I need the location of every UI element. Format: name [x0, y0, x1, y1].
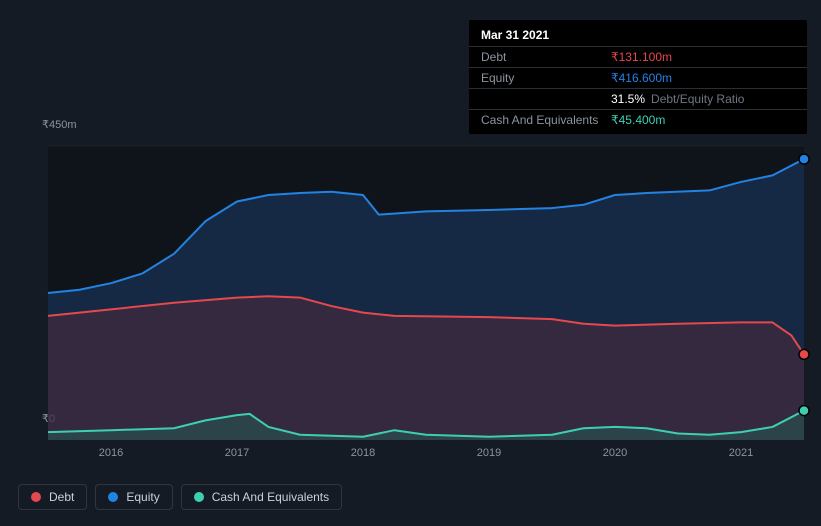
x-axis-label: 2020	[603, 447, 627, 459]
tooltip-row-value: ₹131.100m	[611, 50, 672, 64]
x-axis-label: 2016	[99, 447, 123, 459]
chart-tooltip: Mar 31 2021 Debt₹131.100mEquity₹416.600m…	[469, 20, 807, 134]
tooltip-row-label: Equity	[481, 71, 611, 85]
legend-item[interactable]: Debt	[18, 484, 87, 510]
legend-item[interactable]: Cash And Equivalents	[181, 484, 342, 510]
x-axis-label: 2021	[729, 447, 753, 459]
chart-legend: Debt Equity Cash And Equivalents	[18, 484, 342, 510]
tooltip-row-label: Cash And Equivalents	[481, 113, 611, 127]
y-axis-label: ₹450m	[42, 119, 77, 131]
tooltip-rows: Debt₹131.100mEquity₹416.600m31.5%Debt/Eq…	[469, 46, 807, 130]
tooltip-row: 31.5% Debt/Equity Ratio	[469, 88, 807, 109]
legend-label: Debt	[49, 490, 74, 504]
tooltip-row-value: ₹416.600m	[611, 71, 672, 85]
chart-container: ₹450m₹0201620172018201920202021 Mar 31 2…	[0, 0, 821, 526]
marker-dot	[799, 406, 809, 416]
tooltip-row-label: Debt	[481, 50, 611, 64]
tooltip-row: Equity₹416.600m	[469, 67, 807, 88]
x-axis-label: 2019	[477, 447, 501, 459]
tooltip-row-value: 31.5%	[611, 92, 645, 106]
legend-swatch	[108, 492, 118, 502]
tooltip-row-label	[481, 92, 611, 106]
legend-item[interactable]: Equity	[95, 484, 172, 510]
legend-label: Cash And Equivalents	[212, 490, 329, 504]
legend-swatch	[194, 492, 204, 502]
x-axis-label: 2018	[351, 447, 375, 459]
legend-swatch	[31, 492, 41, 502]
marker-dot	[799, 349, 809, 359]
tooltip-row-extra: Debt/Equity Ratio	[651, 92, 744, 106]
x-axis-label: 2017	[225, 447, 249, 459]
tooltip-row: Cash And Equivalents₹45.400m	[469, 109, 807, 130]
tooltip-row-value: ₹45.400m	[611, 113, 665, 127]
marker-dot	[799, 154, 809, 164]
tooltip-row: Debt₹131.100m	[469, 46, 807, 67]
legend-label: Equity	[126, 490, 159, 504]
tooltip-date: Mar 31 2021	[469, 24, 807, 46]
